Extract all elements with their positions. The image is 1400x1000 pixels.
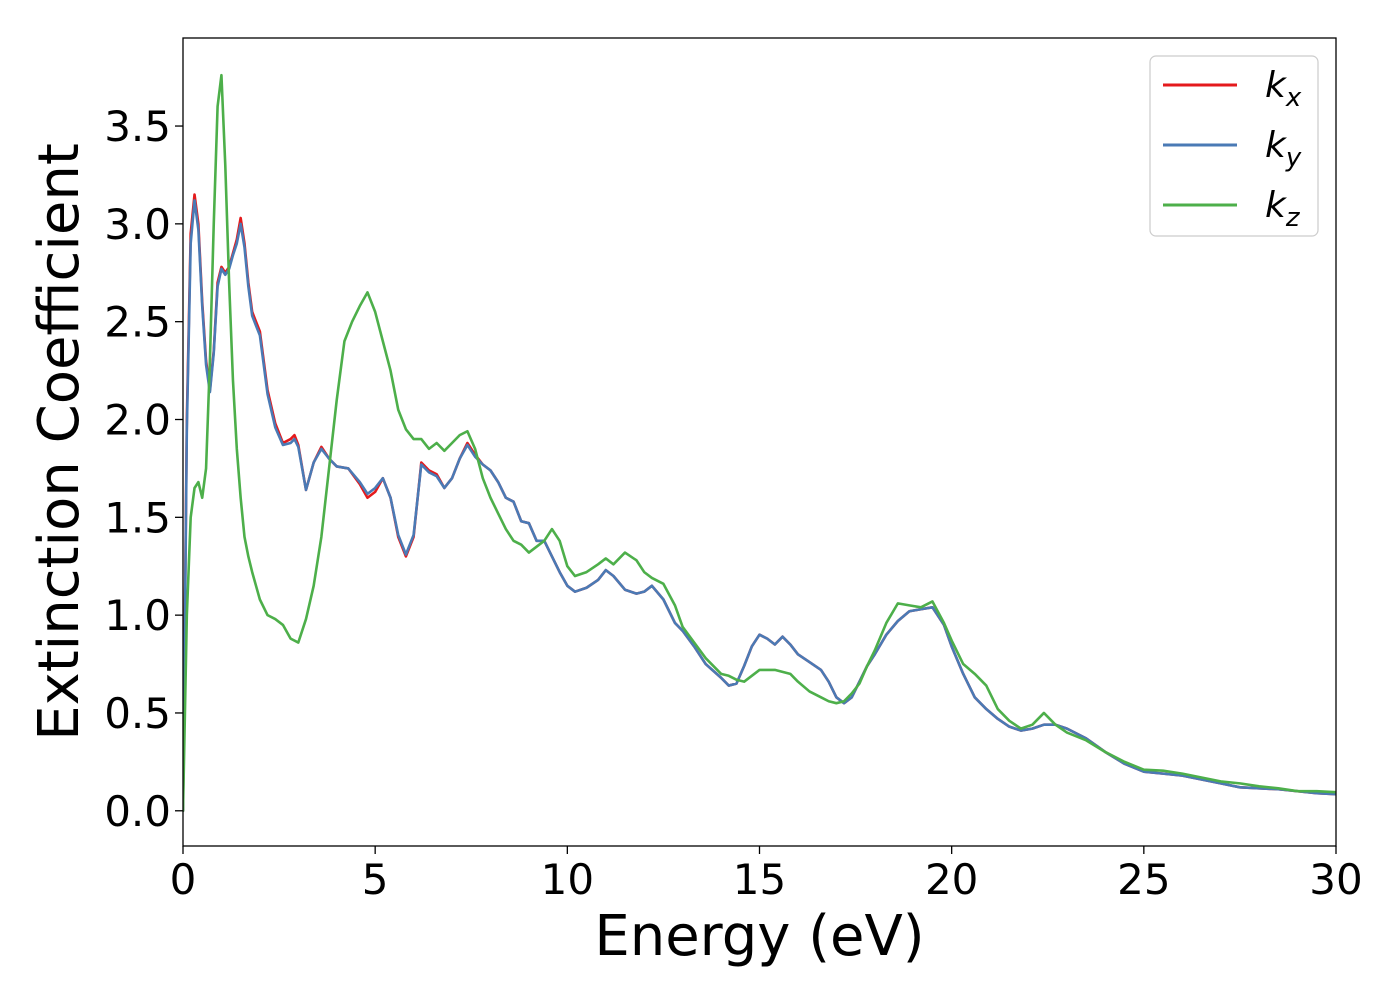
legend-label-kx: kx xyxy=(1265,65,1302,113)
x-tick-label: 10 xyxy=(541,855,594,904)
y-axis-title: Extinction Coefficient xyxy=(27,143,92,741)
y-tick-label: 0.5 xyxy=(104,689,171,738)
x-tick-label: 30 xyxy=(1309,855,1362,904)
y-tick-label: 3.0 xyxy=(104,200,171,249)
x-tick-label: 25 xyxy=(1117,855,1170,904)
y-tick-label: 2.5 xyxy=(104,298,171,347)
legend-label-kz: kz xyxy=(1265,185,1301,233)
legend: kx ky kz xyxy=(1149,55,1319,237)
y-tick-label: 3.5 xyxy=(104,102,171,151)
plot-lines xyxy=(183,73,1336,813)
x-tick-label: 15 xyxy=(733,855,786,904)
x-tick-label: 5 xyxy=(362,855,389,904)
series-line-kx xyxy=(183,193,1336,813)
series-line-ky xyxy=(183,199,1336,813)
ticks: 0 5 10 15 20 25 30 0.0 0.5 1.0 1.5 2.0 2.5 3.0 3.5 xyxy=(104,102,1363,904)
series-line-kz xyxy=(183,73,1336,813)
x-tick-label: 20 xyxy=(925,855,978,904)
x-tick-label: 0 xyxy=(170,855,197,904)
legend-label-ky: ky xyxy=(1265,125,1302,173)
y-tick-label: 2.0 xyxy=(104,396,171,445)
y-tick-label: 1.5 xyxy=(104,493,171,542)
y-tick-label: 0.0 xyxy=(104,787,171,836)
y-tick-label: 1.0 xyxy=(104,591,171,640)
x-axis-title: Energy (eV) xyxy=(594,904,924,969)
